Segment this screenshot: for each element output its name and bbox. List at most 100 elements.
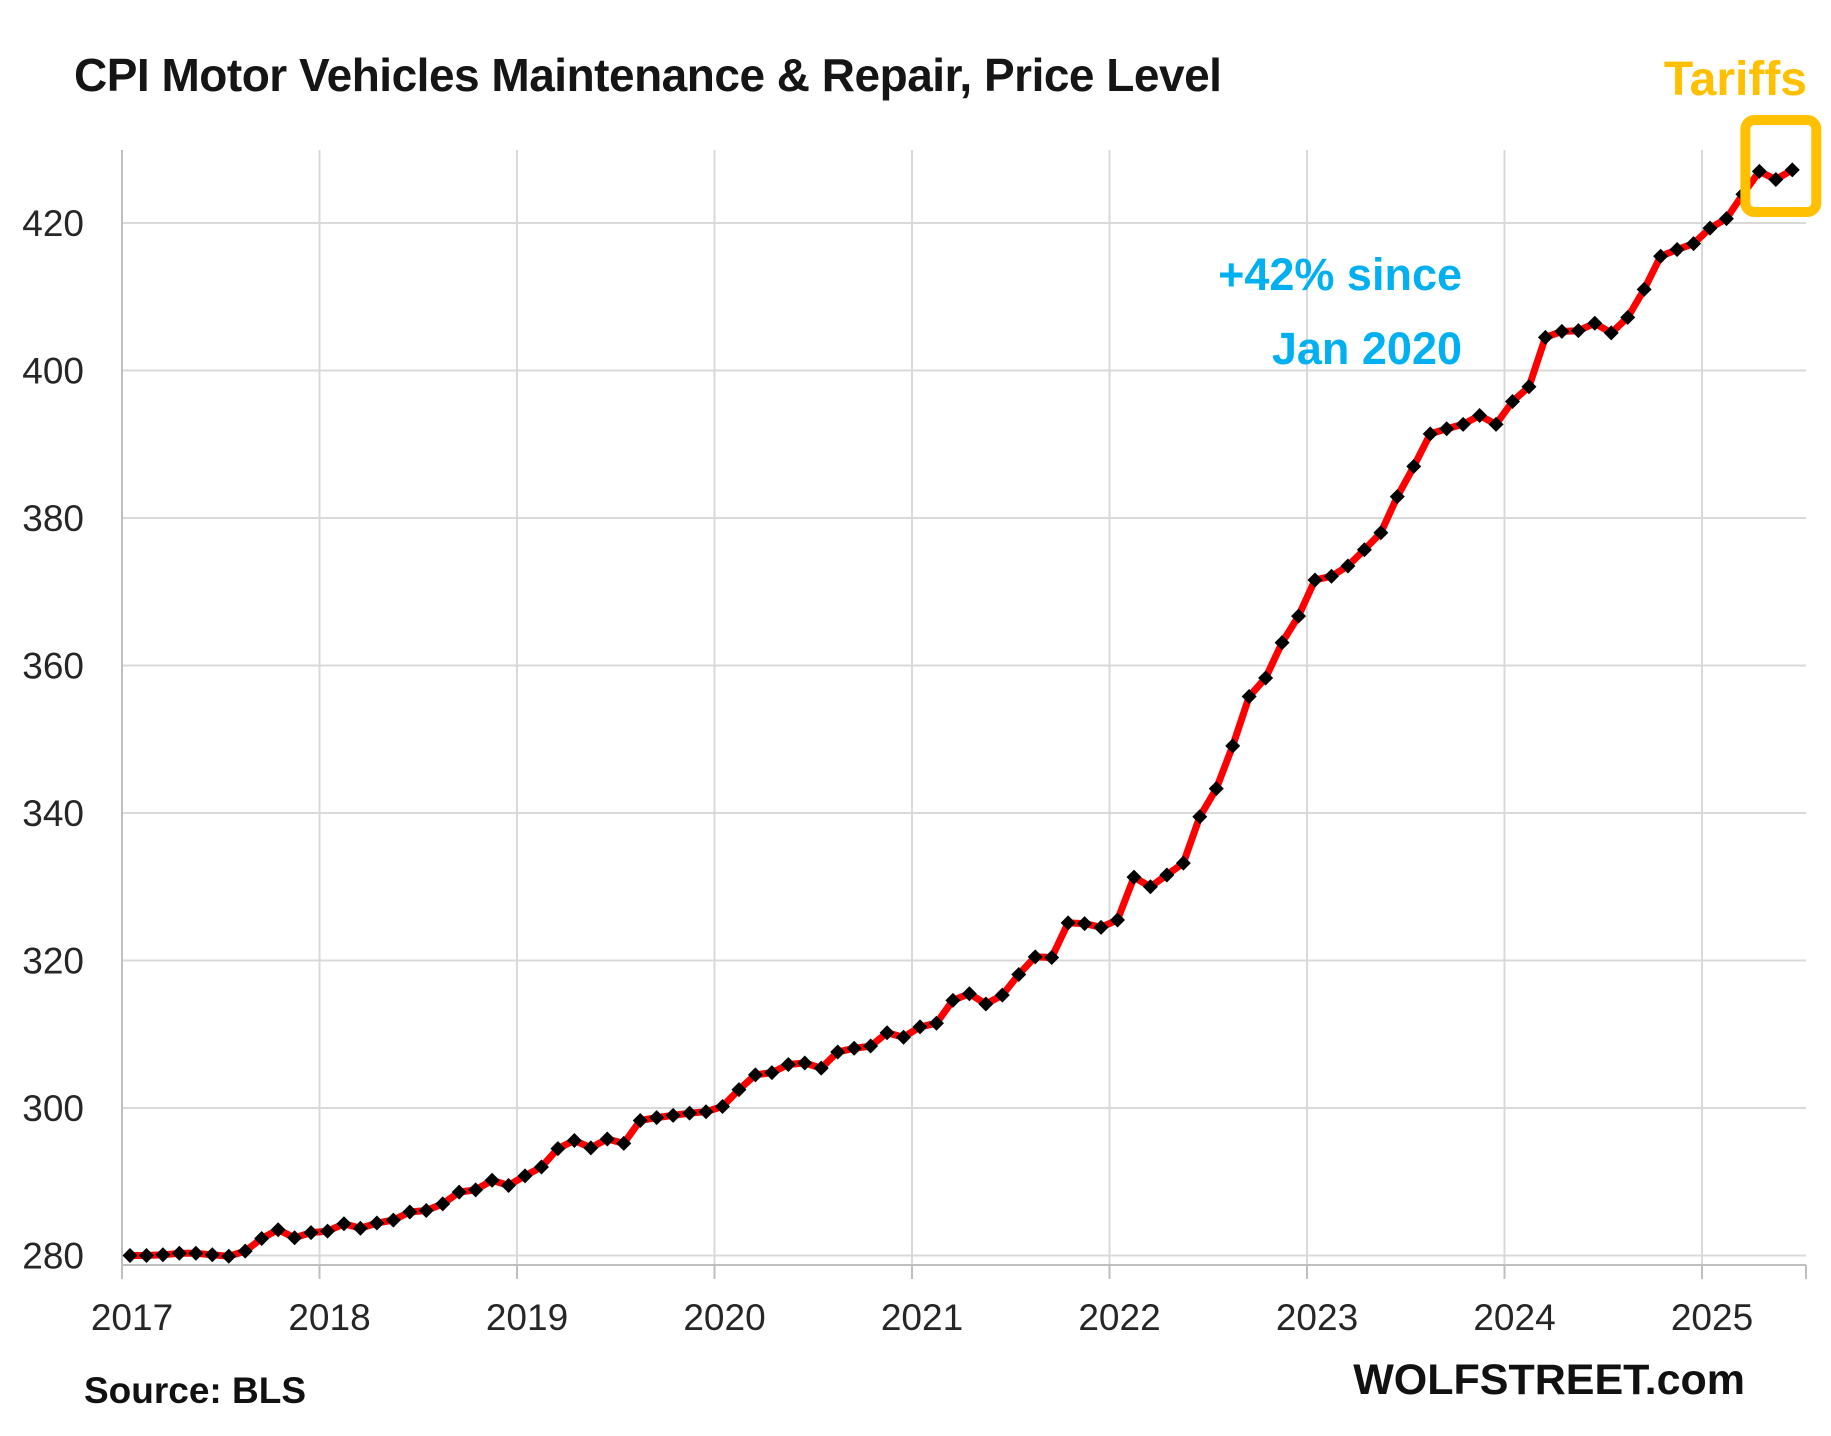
data-point-marker (830, 1044, 846, 1060)
data-point-marker (715, 1099, 730, 1115)
data-point-marker (1011, 967, 1027, 983)
tariffs-highlight-box (1740, 115, 1822, 217)
data-point-marker (254, 1231, 270, 1247)
data-point-marker (945, 992, 961, 1008)
data-point-marker (879, 1025, 895, 1041)
data-point-marker (1686, 236, 1702, 252)
data-point-marker (122, 1248, 138, 1263)
data-point-marker (1389, 489, 1405, 505)
data-point-marker (1505, 393, 1520, 409)
data-point-marker (583, 1140, 599, 1156)
data-point-marker (780, 1056, 796, 1072)
data-point-marker (1653, 248, 1669, 264)
data-point-marker (1323, 568, 1339, 584)
data-point-marker (468, 1182, 484, 1198)
x-tick-label: 2021 (881, 1297, 963, 1338)
source-label: Source: BLS (84, 1370, 307, 1411)
data-point-marker (138, 1248, 154, 1263)
data-point-marker (1291, 608, 1307, 624)
data-point-marker (1077, 916, 1093, 932)
data-point-marker (1702, 220, 1718, 236)
data-point-marker (1126, 869, 1142, 885)
wolfstreet-label: WOLFSTREET.com (1353, 1356, 1745, 1404)
x-tick-label: 2024 (1473, 1297, 1555, 1338)
y-tick-label: 380 (22, 498, 84, 539)
data-point-marker (402, 1204, 418, 1220)
y-tick-label: 400 (22, 351, 84, 392)
data-point-marker (698, 1104, 714, 1120)
data-point-marker (1751, 163, 1767, 179)
data-point-marker (352, 1220, 368, 1236)
y-tick-label: 420 (22, 203, 84, 244)
data-point-marker (863, 1038, 879, 1054)
data-point-marker (1373, 525, 1389, 541)
data-point-marker (1175, 855, 1191, 871)
data-point-marker (616, 1135, 632, 1151)
data-point-marker (961, 986, 977, 1002)
data-point-marker (270, 1222, 286, 1238)
tariffs-label: Tariffs (1663, 53, 1807, 106)
data-point-marker (1307, 572, 1323, 588)
x-tick-label: 2023 (1276, 1297, 1358, 1338)
y-tick-label: 300 (22, 1088, 84, 1129)
data-point-marker (1669, 242, 1685, 258)
annotation-line-1: +42% since (1218, 249, 1462, 300)
data-point-marker (1537, 329, 1553, 345)
data-point-marker (1159, 867, 1175, 883)
x-tick-label: 2018 (288, 1297, 370, 1338)
data-point-marker (418, 1203, 434, 1219)
data-point-marker (1521, 379, 1537, 395)
data-point-marker (1110, 912, 1125, 928)
data-point-marker (171, 1245, 187, 1261)
data-point-marker (1044, 950, 1060, 966)
data-point-marker (1027, 949, 1043, 965)
y-tick-label: 340 (22, 793, 84, 834)
x-tick-label: 2022 (1078, 1297, 1160, 1338)
x-tick-label: 2020 (683, 1297, 765, 1338)
data-point-marker (1225, 738, 1241, 754)
data-point-marker (501, 1177, 517, 1193)
data-point-marker (1718, 211, 1734, 227)
data-point-marker (204, 1247, 220, 1263)
data-point-marker (188, 1245, 204, 1261)
data-point-marker (385, 1212, 401, 1228)
data-point-marker (1093, 919, 1109, 935)
data-point-marker (1208, 781, 1224, 797)
data-point-marker (649, 1110, 665, 1126)
data-point-marker (517, 1168, 533, 1184)
x-tick-label: 2017 (91, 1297, 173, 1338)
data-point-marker (155, 1247, 171, 1263)
data-point-marker (1587, 315, 1603, 331)
data-point-marker (731, 1082, 747, 1098)
data-point-marker (1241, 688, 1257, 704)
data-point-marker (682, 1105, 698, 1121)
data-point-marker (1356, 542, 1372, 558)
data-point-marker (1142, 879, 1158, 895)
data-point-marker (1258, 670, 1274, 686)
y-tick-label: 320 (22, 941, 84, 982)
data-point-marker (764, 1065, 780, 1081)
data-point-marker (846, 1040, 862, 1056)
x-tick-label: 2025 (1671, 1297, 1753, 1338)
data-point-marker (912, 1019, 928, 1035)
y-tick-label: 360 (22, 646, 84, 687)
data-point-marker (928, 1015, 944, 1031)
data-point-marker (566, 1132, 582, 1148)
data-point-marker (747, 1067, 763, 1083)
data-point-marker (533, 1159, 549, 1175)
data-point-marker (1455, 416, 1471, 432)
data-point-marker (303, 1225, 319, 1241)
data-point-marker (1570, 323, 1586, 339)
data-point-marker (1603, 325, 1619, 341)
data-point-marker (1472, 407, 1488, 423)
annotation-line-2: Jan 2020 (1271, 323, 1462, 374)
data-point-marker (994, 987, 1010, 1003)
data-point-marker (1784, 162, 1800, 178)
data-point-marker (320, 1223, 335, 1239)
data-point-marker (435, 1196, 451, 1212)
data-point-marker (1340, 558, 1356, 574)
data-point-marker (896, 1029, 912, 1045)
data-point-marker (1422, 426, 1438, 442)
data-point-marker (221, 1248, 237, 1264)
